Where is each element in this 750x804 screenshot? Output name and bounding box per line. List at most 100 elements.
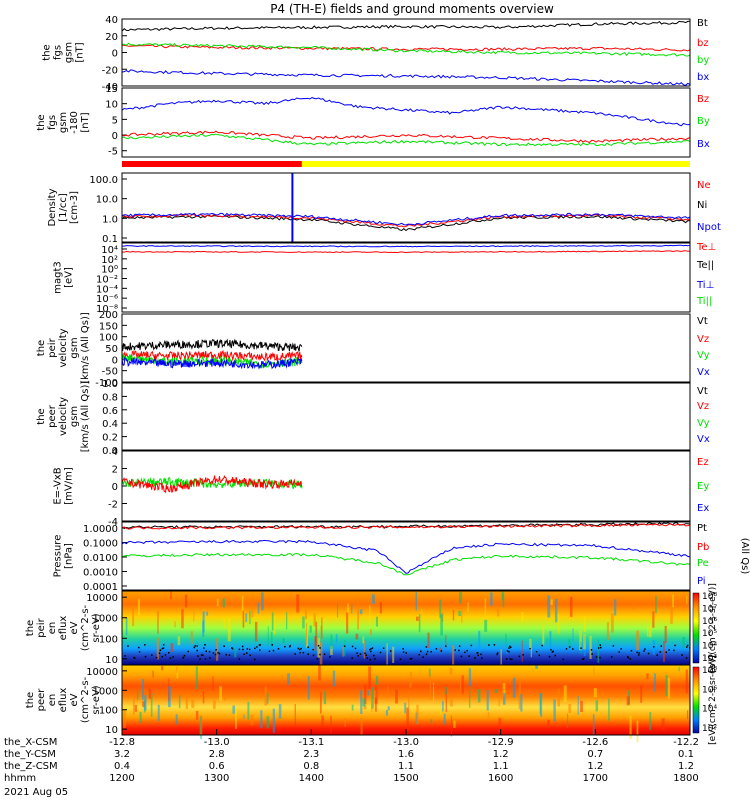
p10-texture-streak (518, 691, 521, 710)
p10-texture-streak (185, 693, 188, 709)
p1-series-bt (121, 20, 691, 32)
p1-y-label: [nT] (75, 42, 86, 62)
mode-bar-slow-survey (122, 161, 302, 167)
p4-y-label: magt3 (53, 261, 64, 294)
p9-texture-streak (670, 608, 673, 624)
p9-texture-streak (193, 610, 195, 622)
p9-scatter-point (201, 654, 204, 656)
p9-texture-streak (606, 622, 610, 641)
p10-texture-streak (144, 695, 147, 711)
p9-scatter-point (294, 653, 296, 655)
p9-texture-streak (530, 649, 532, 658)
p9-texture-streak (467, 602, 469, 612)
p10-texture-streak (430, 718, 433, 724)
p9-texture-streak (174, 621, 176, 628)
p10-texture-streak (503, 693, 506, 705)
p6-y-label: the (36, 408, 47, 424)
p9-texture-streak (190, 631, 193, 645)
p5-y-tick-label: 0 (112, 355, 118, 366)
p9-scatter-point (535, 650, 538, 653)
p5-y-tick-label: -50 (102, 367, 118, 378)
p9-texture-streak (547, 595, 551, 618)
p9-texture-streak (170, 643, 174, 653)
p10-texture-streak (368, 666, 371, 689)
p9-colorbar-tick-label: 10⁶ (702, 617, 717, 627)
p10-texture-streak (132, 694, 135, 715)
p10-texture-streak (486, 690, 489, 711)
footer-row-label: hhmm (4, 773, 36, 784)
p9-scatter-point (277, 648, 280, 650)
p9-scatter-point (554, 654, 557, 657)
p10-texture-streak (320, 692, 322, 714)
p9-scatter-point (638, 654, 640, 656)
p8-series-pb (121, 523, 691, 530)
p9-y-label: sr-eV) (91, 613, 102, 642)
p1-series-bz (121, 44, 691, 52)
p9-texture-streak (496, 608, 500, 617)
p9-scatter-point (155, 656, 158, 659)
p9-scatter-point (204, 644, 206, 646)
p4-frame (121, 242, 691, 313)
p10-texture-streak (161, 665, 164, 671)
p10-texture-streak (243, 714, 245, 719)
p2-legend-by: By (697, 116, 710, 127)
p9-scatter-point (509, 658, 511, 660)
p10-colorbar-tick-label: 10² (702, 724, 717, 734)
p9-texture-streak (242, 610, 245, 628)
p9-scatter-point (289, 644, 291, 647)
p10-y-label: sr-eV) (91, 685, 102, 714)
p9-scatter-point (351, 657, 353, 659)
p10-texture-streak (568, 703, 571, 714)
p9-scatter-point (382, 647, 385, 649)
p10-texture-streak (266, 716, 270, 729)
p9-texture-streak (529, 638, 532, 650)
p10-texture-streak (442, 700, 444, 712)
p9-texture-streak (415, 592, 417, 611)
p9-scatter-point (196, 645, 198, 647)
p8-legend-pt: Pt (697, 523, 707, 534)
footer-value: 0.4 (114, 761, 130, 772)
p4-y-tick-label: 10² (101, 255, 118, 266)
p6-y-tick-label: 0.6 (102, 406, 118, 417)
p2-legend-bz: Bz (697, 94, 709, 105)
p9-scatter-point (302, 651, 305, 654)
p9-scatter-point (351, 645, 354, 648)
p9-scatter-point (307, 653, 309, 655)
p9-texture-streak (315, 621, 318, 646)
p9-scatter-point (668, 649, 670, 651)
p9-texture-streak (439, 647, 442, 652)
p9-scatter-point (496, 652, 499, 654)
p5-series-vz (121, 349, 303, 362)
p9-y-label: eV (69, 621, 80, 634)
p9-texture-streak (418, 614, 421, 633)
footer-value: 0.7 (587, 749, 603, 760)
p10-texture-streak (168, 686, 171, 708)
p9-scatter-point (552, 650, 554, 653)
p1-y-label: gsm (64, 42, 75, 63)
p5-legend-vx: Vx (697, 367, 710, 378)
p3-y-label: [1/cc] (58, 193, 69, 222)
footer-value: 2.8 (209, 749, 225, 760)
p2-y-label: gsm (58, 112, 69, 133)
p4-y-tick-label: 10⁻⁸ (96, 304, 118, 315)
p10-texture-streak (667, 677, 671, 699)
p9-texture-streak (243, 611, 246, 622)
p10-texture-streak (351, 704, 354, 711)
footer-value: -12.6 (582, 737, 608, 748)
p6-y-tick-label: 0.8 (102, 392, 118, 403)
p10-texture-streak (139, 712, 142, 724)
p9-scatter-point (196, 649, 198, 652)
p9-scatter-point (162, 644, 165, 646)
p9-scatter-point (440, 650, 443, 652)
p8-y-tick-label: 0.0010 (83, 568, 118, 579)
p9-scatter-point (272, 649, 275, 652)
p9-scatter-point (249, 654, 251, 657)
p4-legend-te: Te⊥ (696, 242, 716, 253)
p9-scatter-point (151, 654, 153, 656)
p10-texture-streak (330, 715, 332, 734)
p9-scatter-point (551, 651, 554, 653)
p9-scatter-point (405, 652, 407, 654)
p5-series-vy (121, 353, 303, 370)
p9-scatter-point (518, 655, 521, 658)
p9-colorbar-tick-label: 10⁵ (702, 629, 717, 639)
